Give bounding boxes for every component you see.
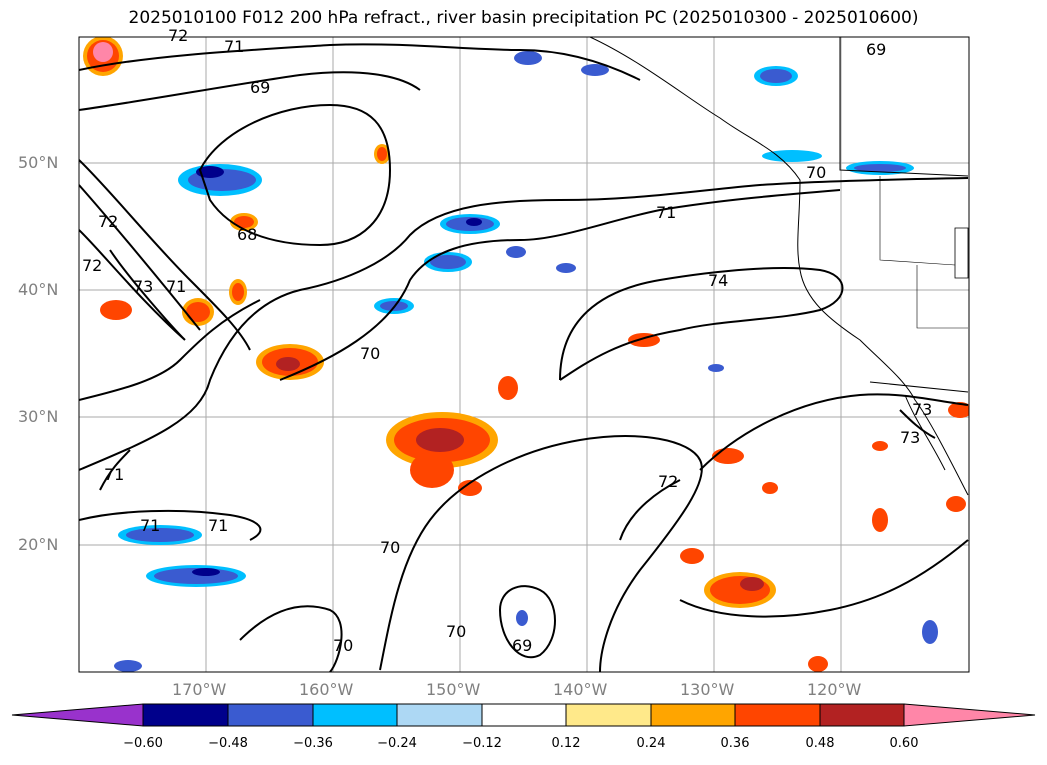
contour-label: 73 — [912, 400, 933, 419]
colorbar-tick: 0.60 — [889, 736, 919, 751]
lat-label-40n: 40°N — [18, 280, 59, 299]
neg-patch — [581, 64, 609, 76]
colorbar-tick: 0.12 — [551, 736, 581, 751]
contour-label: 68 — [237, 225, 258, 244]
colorbar-bin — [819, 703, 905, 727]
colorbar-extend-high — [903, 703, 1036, 727]
coastlines — [589, 37, 969, 496]
lat-label-50n: 50°N — [18, 153, 59, 172]
colorbar — [11, 703, 1036, 727]
neg-patch — [922, 620, 938, 644]
lon-label-140w: 140°W — [553, 680, 608, 699]
colorbar-bin — [565, 703, 652, 727]
contour-label: 72 — [98, 212, 119, 231]
pos-patch — [100, 300, 132, 320]
colorbar-tick: −0.24 — [377, 736, 417, 751]
colorbar-tick: 0.24 — [636, 736, 666, 751]
pos-patch — [946, 496, 966, 512]
neg-patch — [514, 51, 542, 65]
colorbar-tick: 0.36 — [720, 736, 750, 751]
neg-patch — [192, 568, 220, 576]
colorbar-bin — [396, 703, 483, 727]
lon-label-130w: 130°W — [680, 680, 735, 699]
contour-label: 71 — [224, 37, 245, 56]
contour-label: 71 — [208, 516, 229, 535]
pos-patch — [410, 452, 454, 488]
pos-patch — [712, 448, 744, 464]
pos-patch — [762, 482, 778, 494]
neg-patch — [506, 246, 526, 258]
contour-label: 69 — [512, 636, 533, 655]
neg-patch — [762, 150, 822, 162]
contour-label: 69 — [866, 40, 887, 59]
neg-patch — [126, 528, 194, 542]
neg-patch — [466, 218, 482, 226]
colorbar-tick: −0.12 — [462, 736, 502, 751]
positive-precip-patches — [83, 37, 969, 672]
map-frame-bg — [79, 37, 969, 672]
pos-patch — [377, 147, 387, 161]
contour-label: 72 — [168, 26, 189, 45]
neg-patch — [114, 660, 142, 672]
contour-label: 73 — [133, 277, 154, 296]
pos-patch — [458, 480, 482, 496]
contour-label: 70 — [806, 163, 827, 182]
neg-patch — [196, 166, 224, 178]
contour-label: 74 — [708, 271, 729, 290]
colorbar-bin — [650, 703, 736, 727]
pos-patch — [680, 548, 704, 564]
colorbar-tick: −0.48 — [208, 736, 248, 751]
map-title: 2025010100 F012 200 hPa refract., river … — [128, 8, 919, 28]
contour-label: 71 — [140, 516, 161, 535]
contour-label: 70 — [446, 622, 467, 641]
contour-label: 73 — [900, 428, 921, 447]
colorbar-bin — [734, 703, 821, 727]
colorbar-bin — [312, 703, 398, 727]
lon-label-160w: 160°W — [299, 680, 354, 699]
neg-patch — [430, 255, 466, 269]
colorbar-bin — [481, 703, 567, 727]
pos-patch — [872, 441, 888, 451]
contour-label: 71 — [656, 203, 677, 222]
pos-patch — [948, 402, 969, 418]
neg-patch — [760, 69, 792, 83]
contour-label: 70 — [333, 636, 354, 655]
pos-patch — [276, 357, 300, 371]
colorbar-tick: −0.36 — [293, 736, 333, 751]
contour-label: 70 — [380, 538, 401, 557]
colorbar-extend-low — [11, 703, 144, 727]
colorbar-bin — [142, 703, 229, 727]
colorbar-tick: −0.60 — [123, 736, 163, 751]
colorbar-bin — [227, 703, 314, 727]
pos-patch — [234, 216, 254, 228]
pos-patch — [808, 656, 828, 672]
pos-patch — [93, 42, 113, 62]
contour-label: 71 — [104, 465, 125, 484]
contour-label: 72 — [658, 472, 679, 491]
contour-label: 72 — [82, 256, 103, 275]
contour-label: 69 — [250, 78, 271, 97]
pos-patch — [186, 302, 210, 322]
pos-patch — [740, 577, 764, 591]
pos-patch — [416, 428, 464, 452]
map-frame — [78, 36, 970, 673]
refractivity-contours — [79, 43, 969, 672]
neg-patch — [516, 610, 528, 626]
neg-patch — [708, 364, 724, 372]
contour-label: 71 — [166, 277, 187, 296]
neg-patch — [556, 263, 576, 273]
colorbar-tick: 0.48 — [805, 736, 835, 751]
contour-label: 70 — [360, 344, 381, 363]
lon-label-170w: 170°W — [172, 680, 227, 699]
pos-patch — [498, 376, 518, 400]
lon-label-120w: 120°W — [807, 680, 862, 699]
pos-patch — [232, 283, 244, 301]
pos-patch — [872, 508, 888, 532]
lat-label-30n: 30°N — [18, 407, 59, 426]
lon-label-150w: 150°W — [426, 680, 481, 699]
neg-patch — [854, 164, 906, 172]
lat-label-20n: 20°N — [18, 535, 59, 554]
